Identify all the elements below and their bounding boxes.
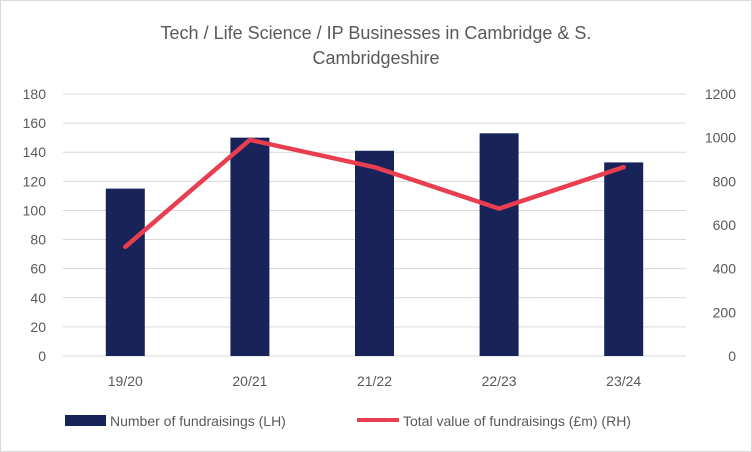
left-axis-tick: 80	[30, 232, 46, 248]
x-axis-tick: 20/21	[232, 373, 267, 389]
chart-title-line-1: Tech / Life Science / IP Businesses in C…	[161, 23, 592, 43]
right-axis-tick: 600	[713, 217, 737, 233]
right-axis-tick: 800	[713, 173, 737, 189]
bar	[604, 162, 644, 356]
left-axis-tick: 0	[38, 348, 46, 364]
legend-bar-swatch	[65, 415, 106, 426]
bar	[230, 137, 270, 356]
left-axis-tick: 120	[23, 173, 47, 189]
bar	[355, 150, 394, 356]
right-axis-tick: 1200	[705, 86, 736, 102]
bar	[105, 188, 145, 356]
left-axis-tick: 100	[23, 202, 47, 218]
legend: Number of fundraisings (LH) Total value …	[65, 413, 631, 429]
legend-line-label: Total value of fundraisings (£m) (RH)	[403, 413, 631, 429]
x-axis-tick: 19/20	[108, 373, 143, 389]
bar	[479, 133, 519, 356]
right-axis-tick: 400	[713, 261, 737, 277]
right-axis-tick: 0	[728, 348, 736, 364]
left-axis-tick: 180	[23, 86, 47, 102]
left-axis-tick: 160	[23, 115, 47, 131]
x-axis-tick: 21/22	[357, 373, 392, 389]
right-axis-tick: 200	[713, 304, 737, 320]
x-axis-tick: 23/24	[606, 373, 641, 389]
left-axis-tick: 140	[23, 144, 47, 160]
legend-bar-label: Number of fundraisings (LH)	[110, 413, 286, 429]
chart-title-line-2: Cambridgeshire	[312, 48, 439, 68]
left-axis-tick: 20	[30, 319, 46, 335]
x-axis-tick: 22/23	[482, 373, 517, 389]
left-axis-tick: 60	[30, 261, 46, 277]
left-axis-tick: 40	[30, 290, 46, 306]
right-axis-tick: 1000	[705, 130, 736, 146]
value-line	[123, 137, 626, 250]
